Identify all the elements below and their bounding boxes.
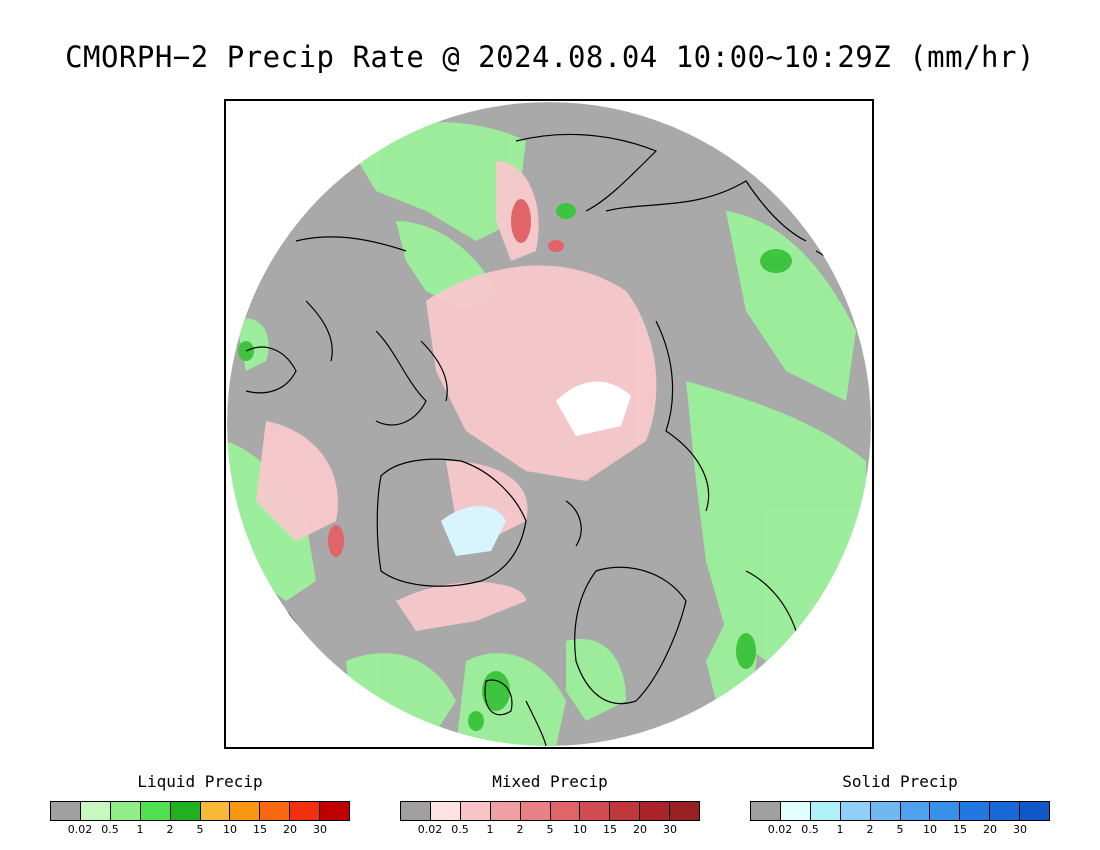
legend-swatch [610, 802, 641, 820]
legend-swatch [140, 802, 171, 820]
legend-swatch [670, 802, 700, 820]
legend-tick-label: 15 [253, 823, 267, 836]
legend-tick-label: 1 [136, 823, 144, 836]
legend-swatch [751, 802, 781, 820]
mixed-precip-areas [256, 161, 657, 631]
legend-tick-label: 2 [516, 823, 524, 836]
map-title: CMORPH−2 Precip Rate @ 2024.08.04 10:00~… [65, 40, 1035, 74]
legend-swatch [870, 802, 901, 820]
legend-swatch [580, 802, 611, 820]
legend-solid: Solid Precip 0.02 0.5 1 2 5 10 15 20 30 [750, 772, 1050, 837]
legend-tick-label: 20 [283, 823, 297, 836]
legend-swatch [640, 802, 671, 820]
legend-tick-label: 20 [633, 823, 647, 836]
legend-tick-label: 0.02 [67, 823, 93, 836]
legend-tick-label: 10 [923, 823, 937, 836]
legend-swatch [401, 802, 431, 820]
legend-swatch [1020, 802, 1050, 820]
legend-swatch [460, 802, 491, 820]
legend-tick-label: 0.5 [101, 823, 119, 836]
legend-swatch [200, 802, 231, 820]
no-data-area [556, 381, 631, 436]
legend-title: Mixed Precip [492, 772, 608, 791]
legend-swatches [400, 801, 700, 821]
legend-tick-label: 30 [313, 823, 327, 836]
legend-swatch [490, 802, 521, 820]
legend-swatch [780, 802, 811, 820]
liquid-precip-areas [227, 122, 866, 746]
solid-precip-area [441, 506, 506, 556]
legend-ticks: 0.02 0.5 1 2 5 10 15 20 30 [750, 823, 1050, 837]
legend-swatch [320, 802, 350, 820]
legend-tick-label: 10 [223, 823, 237, 836]
polar-precip-map [227, 102, 871, 746]
legend-swatch [430, 802, 461, 820]
legend-title: Solid Precip [842, 772, 958, 791]
legend-swatch [960, 802, 991, 820]
legend-swatch [840, 802, 871, 820]
legend-tick-label: 15 [953, 823, 967, 836]
legend-tick-label: 2 [166, 823, 174, 836]
legend-swatch [990, 802, 1021, 820]
legend-swatch [260, 802, 291, 820]
legend-tick-label: 2 [866, 823, 874, 836]
legend-tick-label: 30 [663, 823, 677, 836]
map-frame [224, 99, 874, 749]
legend-swatches [750, 801, 1050, 821]
legend-swatch [900, 802, 931, 820]
heavy-liquid-spots [238, 203, 792, 731]
legend-tick-label: 5 [196, 823, 204, 836]
legend-ticks: 0.02 0.5 1 2 5 10 15 20 30 [400, 823, 700, 837]
legend-swatch [80, 802, 111, 820]
legend-tick-label: 0.5 [451, 823, 469, 836]
legend-swatch [810, 802, 841, 820]
legend-swatch [170, 802, 201, 820]
legend-tick-label: 0.02 [767, 823, 793, 836]
legend-tick-label: 15 [603, 823, 617, 836]
legend-tick-label: 1 [486, 823, 494, 836]
legend-swatch [230, 802, 261, 820]
legend-tick-label: 10 [573, 823, 587, 836]
legend-title: Liquid Precip [137, 772, 263, 791]
legend-tick-label: 1 [836, 823, 844, 836]
legend-swatch [930, 802, 961, 820]
legend-tick-label: 20 [983, 823, 997, 836]
legend-swatches [50, 801, 350, 821]
legend-swatch [110, 802, 141, 820]
legend-tick-label: 5 [896, 823, 904, 836]
legend-swatch [520, 802, 551, 820]
legend-swatch [51, 802, 81, 820]
legend-tick-label: 5 [546, 823, 554, 836]
legend-tick-label: 0.02 [417, 823, 443, 836]
legend-liquid: Liquid Precip 0.02 0.5 1 2 5 10 15 20 30 [50, 772, 350, 837]
heavy-mixed-spots [328, 199, 564, 557]
legend-tick-label: 0.5 [801, 823, 819, 836]
legend-tick-label: 30 [1013, 823, 1027, 836]
legend-ticks: 0.02 0.5 1 2 5 10 15 20 30 [50, 823, 350, 837]
legend-swatch [550, 802, 581, 820]
legend-swatch [290, 802, 321, 820]
legend-mixed: Mixed Precip 0.02 0.5 1 2 5 10 15 20 30 [400, 772, 700, 837]
coastlines [227, 133, 857, 746]
